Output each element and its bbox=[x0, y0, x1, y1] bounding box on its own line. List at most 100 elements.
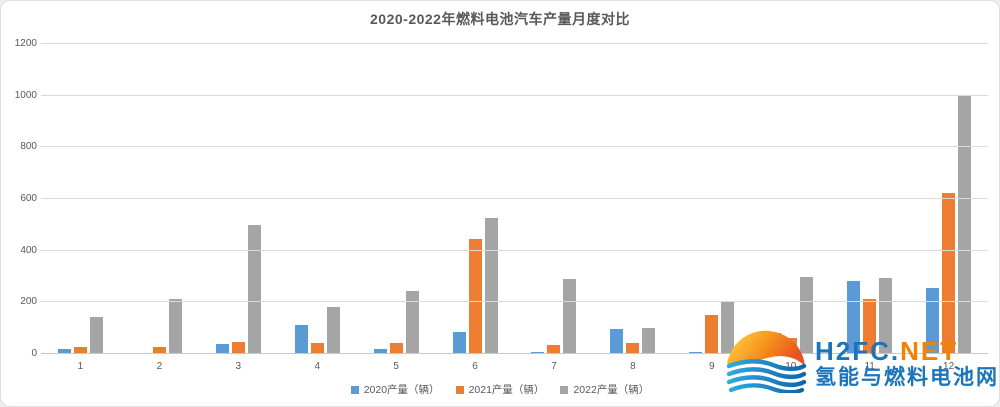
x-tick-label-7: 7 bbox=[551, 361, 557, 372]
bar-2021-month-3 bbox=[231, 341, 245, 354]
legend-label: 2022产量（辆） bbox=[573, 384, 650, 396]
bar-2022-month-7 bbox=[563, 278, 577, 354]
bar-2022-month-5 bbox=[405, 290, 419, 354]
bar-2022-month-12 bbox=[958, 95, 972, 354]
month-group-10: 10 bbox=[751, 44, 830, 372]
bars-month-11 bbox=[830, 44, 909, 354]
x-tick-label-3: 3 bbox=[235, 361, 242, 372]
bar-2022-month-10 bbox=[800, 277, 814, 354]
x-tick-label-4: 4 bbox=[314, 361, 320, 372]
bars-month-3 bbox=[199, 44, 278, 354]
bars-month-1 bbox=[41, 44, 120, 354]
x-tick-label-10: 10 bbox=[785, 361, 797, 372]
bar-2022-month-11 bbox=[879, 277, 893, 354]
legend-swatch-icon bbox=[350, 385, 359, 394]
bars-month-8 bbox=[593, 44, 672, 354]
bars-month-12 bbox=[909, 44, 988, 354]
bar-2021-month-11 bbox=[863, 298, 877, 354]
gridline-800 bbox=[41, 146, 988, 148]
bar-2021-month-1 bbox=[73, 347, 87, 354]
x-tick-label-2: 2 bbox=[156, 361, 163, 372]
bar-2022-month-4 bbox=[326, 306, 340, 354]
x-tick-label-5: 5 bbox=[393, 361, 399, 372]
y-tick-label-600: 600 bbox=[20, 193, 37, 204]
bars-month-9 bbox=[672, 44, 751, 354]
month-group-8: 8 bbox=[593, 44, 672, 372]
bar-groups: 1 2 3 4 5 6 7 8 9 10 11 12 bbox=[41, 44, 988, 372]
month-group-5: 5 bbox=[357, 44, 436, 372]
bar-2020-month-11 bbox=[847, 280, 861, 354]
legend-item-2022: 2022产量（辆） bbox=[560, 382, 649, 397]
brand-net: NET bbox=[900, 336, 959, 366]
month-group-12: 12 bbox=[909, 44, 988, 372]
bar-2021-month-9 bbox=[705, 314, 719, 354]
bar-2020-month-8 bbox=[610, 328, 624, 354]
bars-month-10 bbox=[751, 44, 830, 354]
watermark-subtitle: 氢能与燃料电池网 bbox=[815, 366, 999, 389]
bars-month-7 bbox=[515, 44, 594, 354]
bar-2020-month-1 bbox=[57, 348, 71, 354]
bar-2021-month-4 bbox=[310, 343, 324, 354]
bar-2020-month-5 bbox=[373, 349, 387, 354]
bar-2022-month-1 bbox=[89, 316, 103, 354]
y-tick-label-0: 0 bbox=[31, 348, 37, 359]
bar-2022-month-3 bbox=[247, 224, 261, 354]
x-tick-label-1: 1 bbox=[77, 361, 84, 372]
legend-item-2021: 2021产量（辆） bbox=[455, 382, 545, 397]
y-tick-label-200: 200 bbox=[20, 296, 37, 308]
x-tick-label-9: 9 bbox=[709, 361, 715, 372]
bar-2022-month-2 bbox=[168, 298, 182, 354]
legend-label: 2020产量（辆） bbox=[363, 384, 440, 396]
x-tick-label-12: 12 bbox=[943, 361, 955, 372]
month-group-1: 1 bbox=[41, 44, 120, 372]
legend-swatch-icon bbox=[455, 385, 464, 394]
gridline-1200 bbox=[41, 43, 988, 44]
month-group-6: 6 bbox=[436, 44, 515, 372]
chart-title: 2020-2022年燃料电池汽车产量月度对比 bbox=[370, 11, 630, 27]
bar-2020-month-3 bbox=[215, 344, 229, 354]
h2fc-logo-icon bbox=[726, 330, 807, 393]
x-tick-label-6: 6 bbox=[472, 361, 478, 372]
bar-2020-month-4 bbox=[294, 325, 308, 354]
plot-area: 1 2 3 4 5 6 7 8 9 10 11 12 0 200 400 600 800 1000 1200 bbox=[15, 39, 988, 372]
sun-shape bbox=[727, 330, 805, 366]
brand-h2fc: H2FC bbox=[815, 336, 891, 366]
bar-2021-month-5 bbox=[389, 342, 403, 354]
month-group-11: 11 bbox=[830, 44, 909, 372]
y-tick-label-800: 800 bbox=[20, 141, 37, 153]
month-group-2: 2 bbox=[120, 44, 199, 372]
bar-2020-month-7 bbox=[531, 351, 545, 354]
legend-swatch-icon bbox=[560, 385, 569, 394]
x-tick-label-8: 8 bbox=[630, 361, 636, 372]
legend: 2020产量（辆） 2021产量（辆） 2022产量（辆） bbox=[1, 382, 999, 397]
bars-month-4 bbox=[278, 44, 357, 354]
watermark: H2FC.NET 氢能与燃料电池网 bbox=[725, 329, 999, 393]
legend-label: 2021产量（辆） bbox=[468, 384, 545, 396]
bar-2021-month-12 bbox=[942, 192, 956, 354]
month-group-4: 4 bbox=[278, 44, 357, 372]
bar-2020-month-6 bbox=[452, 332, 466, 354]
bar-2021-month-7 bbox=[547, 344, 561, 354]
gridline-400 bbox=[41, 249, 988, 251]
bar-2020-month-12 bbox=[926, 287, 940, 354]
bar-2022-month-8 bbox=[642, 328, 656, 354]
bars-month-6 bbox=[436, 44, 515, 354]
bar-2021-month-2 bbox=[152, 346, 166, 354]
y-tick-label-1200: 1200 bbox=[14, 38, 37, 49]
brand-dot: . bbox=[890, 336, 901, 366]
y-tick-label-400: 400 bbox=[20, 244, 37, 256]
bar-2022-month-6 bbox=[484, 217, 498, 354]
x-tick-label-11: 11 bbox=[864, 361, 875, 372]
legend-item-2020: 2020产量（辆） bbox=[350, 382, 440, 397]
y-tick-label-1000: 1000 bbox=[14, 89, 37, 101]
bar-2022-month-9 bbox=[721, 302, 735, 354]
bar-2021-month-6 bbox=[468, 239, 482, 354]
month-group-7: 7 bbox=[515, 44, 594, 372]
bars-month-2 bbox=[120, 44, 199, 354]
watermark-text: H2FC.NET 氢能与燃料电池网 bbox=[815, 329, 999, 388]
gridline-0 bbox=[41, 353, 988, 354]
watermark-brand: H2FC.NET bbox=[815, 338, 999, 364]
bars-month-5 bbox=[357, 44, 436, 354]
gridline-600 bbox=[41, 198, 988, 199]
